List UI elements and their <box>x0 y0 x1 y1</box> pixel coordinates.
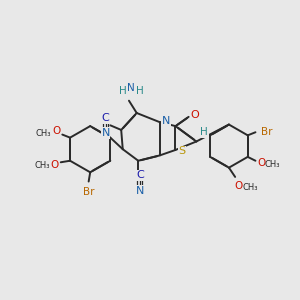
Text: O: O <box>50 160 59 170</box>
Text: N: N <box>127 83 134 93</box>
Text: O: O <box>234 181 242 191</box>
Text: O: O <box>190 110 199 119</box>
Text: H: H <box>200 127 208 137</box>
Text: O: O <box>52 127 60 136</box>
Text: N: N <box>101 128 110 138</box>
Text: H: H <box>136 86 144 96</box>
Text: CH₃: CH₃ <box>243 183 258 192</box>
Text: C: C <box>136 170 144 180</box>
Text: Br: Br <box>261 127 272 137</box>
Text: C: C <box>102 113 110 123</box>
Text: CH₃: CH₃ <box>265 160 280 169</box>
Text: N: N <box>162 116 170 126</box>
Text: N: N <box>136 186 144 196</box>
Text: CH₃: CH₃ <box>36 128 52 137</box>
Text: CH₃: CH₃ <box>34 161 50 170</box>
Text: Br: Br <box>83 187 94 197</box>
Text: H: H <box>119 86 127 96</box>
Text: O: O <box>257 158 266 168</box>
Text: S: S <box>178 146 185 157</box>
